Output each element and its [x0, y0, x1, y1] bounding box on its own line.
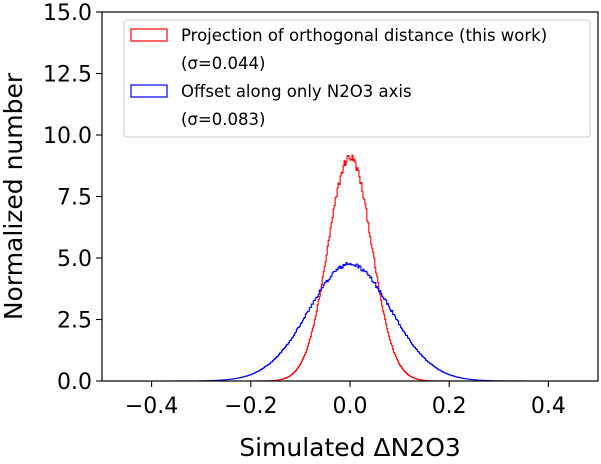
x-tick-label: 0.2	[432, 394, 467, 419]
legend-label-offset: Offset along only N2O3 axis	[181, 82, 412, 101]
y-tick-label: 2.5	[57, 309, 92, 334]
legend: Projection of orthogonal distance (this …	[123, 19, 591, 138]
legend-sigma-projection: (σ=0.044)	[181, 54, 265, 73]
y-axis-label: Normalized number	[0, 72, 28, 320]
y-tick-label: 5.0	[57, 247, 92, 272]
x-tick-label: −0.4	[125, 394, 178, 419]
series-offset-histogram	[151, 261, 559, 381]
series-projection-histogram	[250, 154, 450, 381]
legend-box	[123, 19, 591, 138]
legend-swatch-projection	[130, 28, 168, 42]
y-tick-label: 10.0	[43, 124, 92, 149]
legend-label-projection: Projection of orthogonal distance (this …	[181, 26, 547, 45]
y-tick-label: 15.0	[43, 1, 92, 26]
x-tick-label: −0.2	[224, 394, 277, 419]
legend-sigma-offset: (σ=0.083)	[181, 110, 265, 129]
y-tick-label: 12.5	[43, 63, 92, 88]
x-axis-label: Simulated ΔN2O3	[239, 433, 461, 462]
y-tick-label: 7.5	[57, 186, 92, 211]
y-tick-label: 0.0	[57, 370, 92, 395]
x-tick-label: 0.4	[531, 394, 566, 419]
legend-swatch-offset	[130, 84, 168, 98]
x-tick-label: 0.0	[333, 394, 368, 419]
